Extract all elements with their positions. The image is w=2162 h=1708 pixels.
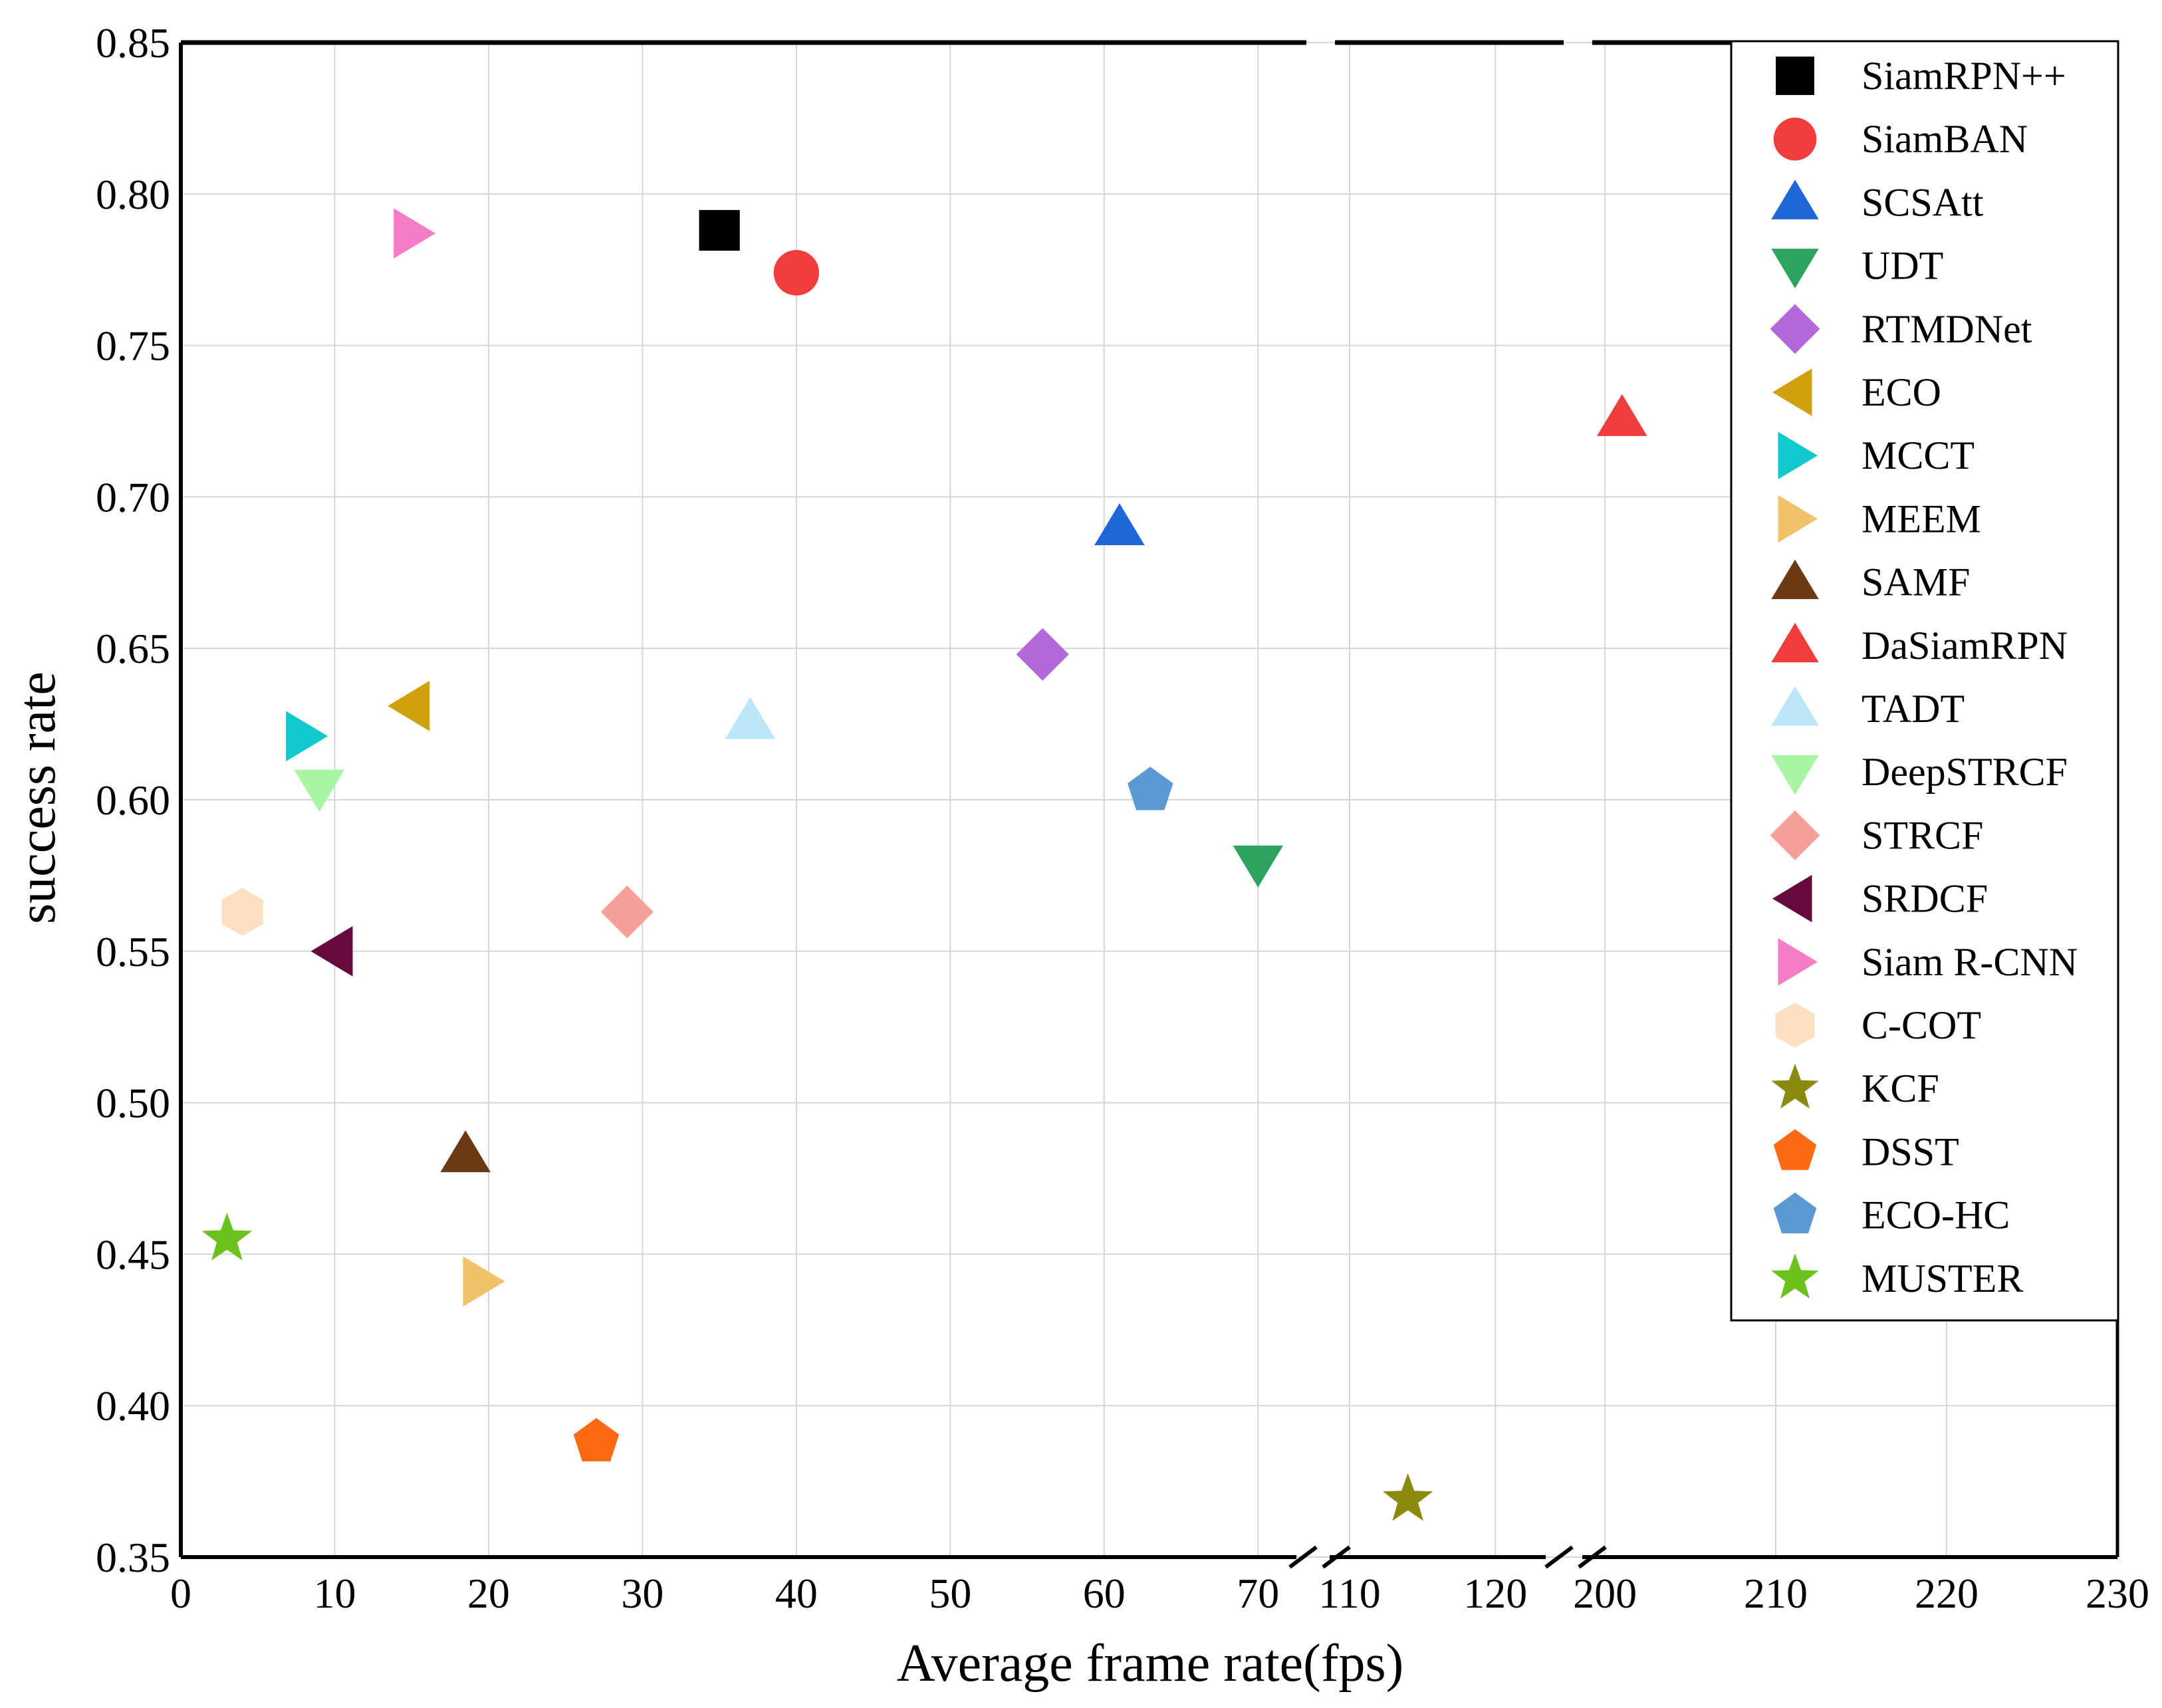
legend-marker-scsatt <box>1771 180 1819 219</box>
point-deepstrcf <box>294 769 345 812</box>
y-tick-label: 0.85 <box>96 19 170 66</box>
x-tick-label: 30 <box>621 1570 663 1617</box>
legend-marker-eco-hc <box>1773 1192 1817 1234</box>
legend-label-meem: MEEM <box>1862 497 1981 541</box>
x-tick-label: 10 <box>313 1570 356 1617</box>
point-eco-hc <box>1128 767 1173 810</box>
legend-label-deepstrcf: DeepSTRCF <box>1862 750 2068 794</box>
point-scsatt <box>1094 503 1145 545</box>
legend-marker-eco <box>1772 368 1812 416</box>
x-tick-label: 220 <box>1915 1570 1979 1617</box>
x-tick-label: 40 <box>775 1570 818 1617</box>
legend-label-siam-r-cnn: Siam R-CNN <box>1862 940 2078 984</box>
legend-label-kcf: KCF <box>1862 1066 1939 1110</box>
x-tick-label: 230 <box>2086 1570 2149 1617</box>
y-tick-label: 0.80 <box>96 171 170 218</box>
y-tick-label: 0.55 <box>96 928 170 975</box>
y-tick-label: 0.40 <box>96 1382 170 1429</box>
y-tick-label: 0.75 <box>96 322 170 370</box>
legend-marker-dasiamrpn <box>1771 622 1819 663</box>
x-tick-label: 120 <box>1463 1570 1527 1617</box>
legend-marker-c-cot <box>1775 1003 1815 1048</box>
point-srdcf <box>310 926 353 977</box>
legend-marker-strcf <box>1770 810 1820 860</box>
point-udt <box>1233 845 1284 888</box>
point-meem <box>463 1256 505 1307</box>
legend-marker-samf <box>1771 559 1819 600</box>
data-points <box>201 208 1647 1521</box>
legend-marker-rtmdnet <box>1770 304 1820 354</box>
point-dsst <box>573 1417 620 1461</box>
point-muster <box>201 1213 253 1261</box>
axis-ticks: 0.35 0.40 0.45 0.50 0.55 0.60 0.65 0.70 0.75 0.80… <box>96 19 2149 1617</box>
axis-break-mark <box>1322 1545 1351 1569</box>
legend-marker-siamrpn <box>1776 57 1814 95</box>
point-siamban <box>773 250 820 296</box>
legend-marker-meem <box>1778 495 1818 543</box>
axis-break-mark <box>1544 1545 1574 1569</box>
point-strcf <box>600 886 654 939</box>
x-tick-label: 110 <box>1318 1570 1381 1617</box>
point-dasiamrpn <box>1597 394 1647 436</box>
point-c-cot <box>221 888 263 936</box>
legend-marker-kcf <box>1771 1063 1819 1109</box>
y-tick-label: 0.45 <box>96 1231 170 1278</box>
legend-label-tadt: TADT <box>1862 687 1965 731</box>
y-tick-label: 0.70 <box>96 473 170 521</box>
y-tick-label: 0.65 <box>96 625 170 672</box>
point-siamrpn <box>699 209 740 251</box>
point-tadt <box>725 697 776 739</box>
legend-label-siamban: SiamBAN <box>1862 117 2028 161</box>
legend-label-strcf: STRCF <box>1862 813 1983 857</box>
point-rtmdnet <box>1016 628 1069 681</box>
legend-label-eco: ECO <box>1862 370 1941 414</box>
y-tick-label: 0.35 <box>96 1534 170 1581</box>
legend-label-samf: SAMF <box>1862 560 1970 604</box>
x-tick-label: 50 <box>929 1570 971 1617</box>
legend-marker-deepstrcf <box>1771 755 1819 795</box>
axis-break-mark <box>1288 1545 1318 1569</box>
legend-marker-udt <box>1771 249 1819 289</box>
point-kcf <box>1383 1473 1433 1521</box>
legend-marker-mcct <box>1778 431 1818 479</box>
x-tick-label: 60 <box>1083 1570 1126 1617</box>
legend-box <box>1730 40 2119 1322</box>
point-eco <box>388 681 430 731</box>
x-tick-label: 200 <box>1573 1570 1637 1617</box>
legend-label-rtmdnet: RTMDNet <box>1862 307 2032 351</box>
legend-label-scsatt: SCSAtt <box>1862 180 1984 224</box>
legend-label-muster: MUSTER <box>1862 1257 2023 1300</box>
axis-break-mark <box>1578 1545 1607 1569</box>
legend-label-udt: UDT <box>1862 244 1943 288</box>
y-tick-label: 0.60 <box>96 777 170 824</box>
y-axis-title: success rate <box>8 671 66 924</box>
legend-label-srdcf: SRDCF <box>1862 877 1988 921</box>
legend-label-siamrpn: SiamRPN++ <box>1862 54 2066 98</box>
legend-label-dasiamrpn: DaSiamRPN <box>1862 624 2068 668</box>
legend-marker-tadt <box>1771 686 1819 726</box>
x-tick-label: 210 <box>1744 1570 1808 1617</box>
legend-marker-dsst <box>1773 1129 1817 1170</box>
legend-label-mcct: MCCT <box>1862 433 1975 477</box>
x-tick-label: 20 <box>467 1570 510 1617</box>
legend-label-dsst: DSST <box>1862 1130 1959 1173</box>
x-tick-label: 0 <box>170 1570 191 1617</box>
point-siam-r-cnn <box>394 208 436 259</box>
point-mcct <box>286 711 328 762</box>
legend-marker-siam-r-cnn <box>1778 938 1818 986</box>
legend-marker-muster <box>1771 1253 1819 1299</box>
point-samf <box>440 1130 491 1173</box>
legend-marker-srdcf <box>1772 874 1812 923</box>
y-tick-label: 0.50 <box>96 1080 170 1127</box>
legend-label-c-cot: C-COT <box>1862 1003 1981 1047</box>
legend-marker-siamban <box>1773 117 1817 161</box>
legend-label-eco-hc: ECO-HC <box>1862 1193 2010 1237</box>
legend: SiamRPN++ SiamBAN SCSAtt UDT RTMDNet ECO MCCT M… <box>1730 40 2119 1322</box>
x-tick-label: 70 <box>1237 1570 1279 1617</box>
x-axis-title: Average frame rate(fps) <box>897 1634 1403 1693</box>
